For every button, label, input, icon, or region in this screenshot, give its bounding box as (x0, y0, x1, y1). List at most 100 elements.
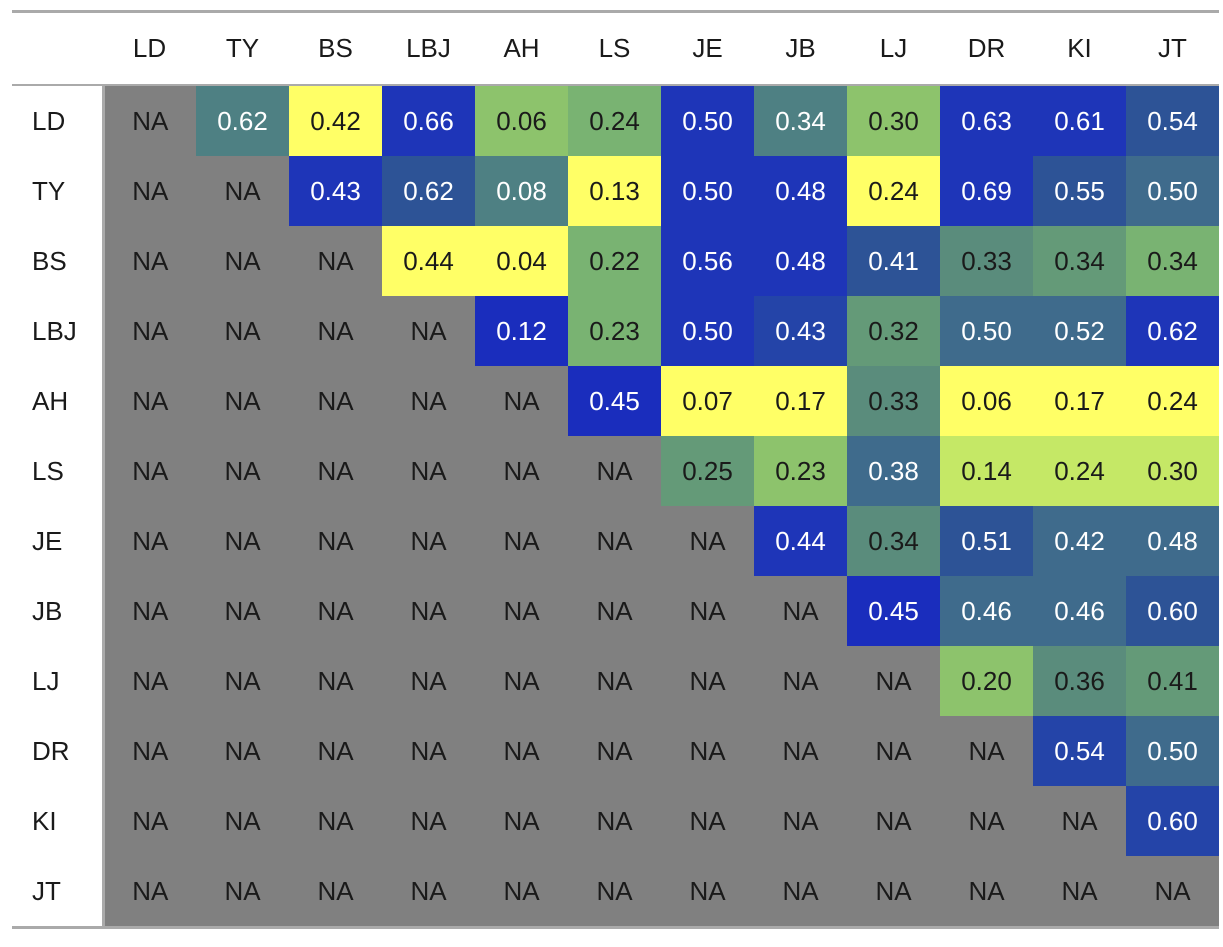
heatmap-row: LJ NA NA NA NA NA NA NA NA NA 0.20 0.36 0.41 (12, 646, 1219, 716)
value-cell: 0.17 (1033, 366, 1126, 436)
na-cell: NA (103, 856, 196, 928)
value-cell: 0.63 (940, 85, 1033, 156)
na-cell: NA (475, 576, 568, 646)
value-cell: 0.07 (661, 366, 754, 436)
heatmap-row: LBJ NA NA NA NA 0.12 0.23 0.50 0.43 0.32 0.50 0.52 0… (12, 296, 1219, 366)
na-cell: NA (103, 646, 196, 716)
na-cell: NA (382, 716, 475, 786)
value-cell: 0.41 (1126, 646, 1219, 716)
value-cell: 0.48 (754, 156, 847, 226)
na-cell: NA (103, 576, 196, 646)
value-cell: 0.56 (661, 226, 754, 296)
value-cell: 0.06 (475, 85, 568, 156)
na-cell: NA (382, 436, 475, 506)
na-cell: NA (847, 646, 940, 716)
na-cell: NA (475, 436, 568, 506)
value-cell: 0.66 (382, 85, 475, 156)
na-cell: NA (475, 366, 568, 436)
na-cell: NA (289, 716, 382, 786)
column-header: DR (940, 11, 1033, 86)
na-cell: NA (475, 646, 568, 716)
value-cell: 0.50 (1126, 156, 1219, 226)
value-cell: 0.61 (1033, 85, 1126, 156)
value-cell: 0.50 (661, 85, 754, 156)
na-cell: NA (1033, 856, 1126, 928)
value-cell: 0.34 (1126, 226, 1219, 296)
heatmap-row: JT NA NA NA NA NA NA NA NA NA NA NA NA (12, 856, 1219, 928)
na-cell: NA (568, 786, 661, 856)
na-cell: NA (196, 156, 289, 226)
na-cell: NA (103, 366, 196, 436)
column-header: LJ (847, 11, 940, 86)
value-cell: 0.30 (1126, 436, 1219, 506)
column-header: TY (196, 11, 289, 86)
na-cell: NA (754, 576, 847, 646)
value-cell: 0.46 (940, 576, 1033, 646)
na-cell: NA (847, 786, 940, 856)
heatmap-row: AH NA NA NA NA NA 0.45 0.07 0.17 0.33 0.06 0.17 0.24 (12, 366, 1219, 436)
heatmap-row: DR NA NA NA NA NA NA NA NA NA NA 0.54 0.50 (12, 716, 1219, 786)
value-cell: 0.62 (196, 85, 289, 156)
value-cell: 0.34 (847, 506, 940, 576)
na-cell: NA (103, 436, 196, 506)
value-cell: 0.60 (1126, 576, 1219, 646)
column-header: LD (103, 11, 196, 86)
na-cell: NA (289, 576, 382, 646)
na-cell: NA (196, 366, 289, 436)
value-cell: 0.45 (847, 576, 940, 646)
row-header: JB (12, 576, 105, 646)
value-cell: 0.04 (475, 226, 568, 296)
na-cell: NA (289, 506, 382, 576)
value-cell: 0.13 (568, 156, 661, 226)
value-cell: 0.33 (940, 226, 1033, 296)
na-cell: NA (754, 786, 847, 856)
value-cell: 0.48 (754, 226, 847, 296)
na-cell: NA (196, 296, 289, 366)
na-cell: NA (661, 786, 754, 856)
corner-cell (12, 11, 103, 86)
row-header: DR (12, 716, 105, 786)
value-cell: 0.54 (1033, 716, 1126, 786)
na-cell: NA (475, 786, 568, 856)
row-header: BS (12, 226, 105, 296)
na-cell: NA (196, 716, 289, 786)
na-cell: NA (382, 366, 475, 436)
na-cell: NA (1126, 856, 1219, 928)
na-cell: NA (754, 646, 847, 716)
value-cell: 0.62 (382, 156, 475, 226)
na-cell: NA (289, 436, 382, 506)
value-cell: 0.41 (847, 226, 940, 296)
value-cell: 0.54 (1126, 85, 1219, 156)
row-header: LS (12, 436, 105, 506)
heatmap-table: LD TY BS LBJ AH LS JE JB LJ DR KI JT LD NA 0.62 0.42 0.… (12, 10, 1219, 929)
na-cell: NA (568, 506, 661, 576)
value-cell: 0.23 (754, 436, 847, 506)
value-cell: 0.43 (289, 156, 382, 226)
value-cell: 0.55 (1033, 156, 1126, 226)
row-header: LJ (12, 646, 105, 716)
value-cell: 0.42 (1033, 506, 1126, 576)
na-cell: NA (103, 506, 196, 576)
value-cell: 0.60 (1126, 786, 1219, 856)
value-cell: 0.24 (1033, 436, 1126, 506)
value-cell: 0.50 (661, 156, 754, 226)
heatmap-row: TY NA NA 0.43 0.62 0.08 0.13 0.50 0.48 0.24 0.69 0.… (12, 156, 1219, 226)
column-header: LS (568, 11, 661, 86)
row-header: JE (12, 506, 105, 576)
na-cell: NA (196, 436, 289, 506)
na-cell: NA (289, 646, 382, 716)
value-cell: 0.44 (754, 506, 847, 576)
value-cell: 0.14 (940, 436, 1033, 506)
na-cell: NA (382, 646, 475, 716)
heatmap-row: BS NA NA NA 0.44 0.04 0.22 0.56 0.48 0.41 0.33 0.34… (12, 226, 1219, 296)
column-header: KI (1033, 11, 1126, 86)
value-cell: 0.24 (1126, 366, 1219, 436)
heatmap-row: LS NA NA NA NA NA NA 0.25 0.23 0.38 0.14 0.24 0.30 (12, 436, 1219, 506)
na-cell: NA (196, 646, 289, 716)
na-cell: NA (196, 856, 289, 928)
heatmap-row: KI NA NA NA NA NA NA NA NA NA NA NA 0.60 (12, 786, 1219, 856)
na-cell: NA (196, 506, 289, 576)
na-cell: NA (661, 716, 754, 786)
heatmap-row: LD NA 0.62 0.42 0.66 0.06 0.24 0.50 0.34 0.30 0.63… (12, 85, 1219, 156)
na-cell: NA (661, 506, 754, 576)
